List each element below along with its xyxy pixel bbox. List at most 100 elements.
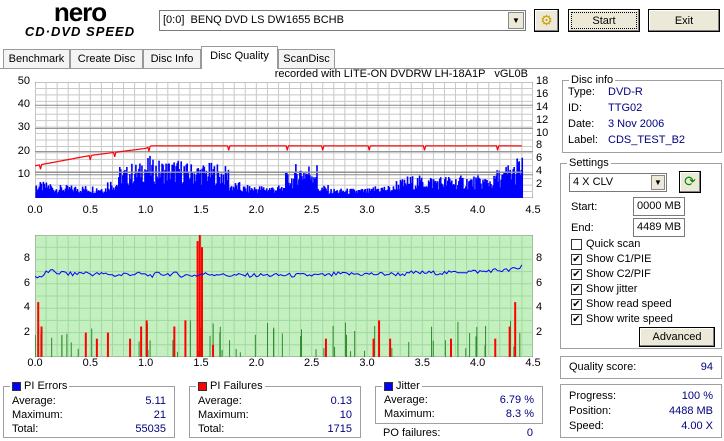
x-tick-label: 0.0 (27, 204, 43, 216)
pi-error-bar (200, 184, 203, 198)
pi-error-bar (125, 170, 127, 198)
checkbox-show-read-speed[interactable]: ✔ Show read speed (571, 298, 672, 310)
chevron-down-icon[interactable]: ▼ (651, 175, 665, 190)
checkbox-box[interactable]: ✔ (571, 283, 582, 295)
pi-error-bar (339, 189, 341, 198)
pi-error-bar (373, 190, 376, 198)
drive-settings-button[interactable]: ⚙ (534, 9, 559, 32)
pi-error-bar (143, 182, 145, 198)
pi-error-bar (481, 188, 483, 198)
pi-error-bar (462, 177, 464, 198)
tab-create-disc[interactable]: Create Disc (70, 49, 143, 68)
pi-error-bar (417, 185, 420, 198)
checkbox-box[interactable]: ✔ (571, 298, 582, 310)
checkbox-show-write-speed[interactable]: ✔ Show write speed (571, 313, 673, 325)
pi-error-bar (351, 189, 354, 198)
checkbox-quick-scan[interactable]: Quick scan (571, 237, 640, 251)
pi-error-bar (240, 191, 243, 198)
checkbox-show-c1-pie[interactable]: ✔ Show C1/PIE (571, 253, 652, 265)
tab-disc-quality[interactable]: Disc Quality (201, 46, 278, 69)
pi-error-bar (265, 188, 268, 198)
tab-scandisc[interactable]: ScanDisc (278, 49, 335, 68)
end-field[interactable]: 4489 MB (633, 218, 685, 237)
pi-error-bar (80, 192, 83, 198)
pi-error-bar (331, 193, 333, 198)
pi-error-bar (287, 174, 289, 198)
pi-error-bar (72, 191, 75, 198)
pi-error-bar (410, 182, 413, 198)
pi-error-bar (37, 188, 40, 198)
pi-error-bar (104, 188, 107, 198)
y2-tick-label: 2 (536, 178, 543, 191)
pi-failure-bar (95, 338, 98, 357)
pi-error-bar (170, 173, 172, 198)
pi-error-bar (140, 177, 142, 198)
refresh-button[interactable]: ⟳ (679, 171, 701, 193)
pi-error-bar (71, 189, 74, 198)
pi-error-bar (369, 191, 372, 198)
pi-error-bar (460, 175, 462, 198)
pi-error-bar (83, 189, 86, 198)
pi-error-bar (290, 183, 292, 198)
pi-failure-bar (196, 241, 199, 357)
checkbox-box[interactable] (571, 238, 582, 250)
checkbox-box[interactable]: ✔ (571, 313, 582, 325)
x-tick-label: 3.0 (359, 204, 375, 216)
pi-error-bar (312, 182, 314, 198)
start-button[interactable]: Start (568, 9, 640, 32)
pi-error-bar (163, 183, 165, 198)
pi-error-bar (466, 179, 468, 198)
pi-error-bar (61, 190, 64, 198)
pi-error-bar (403, 179, 406, 198)
pi-error-bar (470, 179, 472, 198)
checkbox-box[interactable]: ✔ (571, 268, 582, 280)
pi-error-bar (487, 182, 489, 198)
pi-error-bar (152, 159, 154, 198)
checkbox-show-jitter[interactable]: ✔ Show jitter (571, 283, 638, 295)
pi-error-bar (285, 172, 287, 198)
pi-error-bar (269, 190, 272, 198)
po-failures-value: 0 (526, 427, 533, 439)
y2-tick-label: 12 (536, 113, 549, 126)
pi-error-bar (203, 166, 206, 198)
pi-error-bar (358, 189, 361, 198)
pi-failure-bar (324, 338, 327, 357)
pi-error-bar (62, 189, 65, 198)
pi-error-bar (118, 177, 120, 198)
y-tick-label: 20 (17, 144, 30, 157)
exit-button[interactable]: Exit (648, 9, 720, 32)
pi-error-bar (516, 158, 519, 198)
drive-select[interactable]: [0:0] BENQ DVD LS DW1655 BCHB ▼ (159, 10, 526, 31)
pi-failure-bar (508, 326, 511, 357)
pi-error-bar (457, 185, 459, 198)
pi-error-bar (227, 169, 230, 198)
pi-error-bar (352, 188, 355, 198)
pi-error-bar (333, 188, 335, 198)
read-speed-line (35, 145, 522, 170)
pi-failure-bar (201, 247, 203, 357)
pi-error-bar (46, 187, 49, 198)
tab-benchmark[interactable]: Benchmark (3, 49, 70, 68)
checkbox-box[interactable]: ✔ (571, 253, 582, 265)
pi-error-bar (76, 189, 79, 198)
pi-error-bar (490, 184, 492, 198)
tab-disc-info[interactable]: Disc Info (143, 49, 201, 68)
pi-error-bar (91, 186, 94, 198)
pi-error-bar (109, 181, 112, 198)
pi-error-bar (340, 188, 342, 198)
pi-error-bar (202, 165, 205, 198)
speed-select[interactable]: 4 X CLV ▼ (569, 173, 667, 192)
pi-error-bar (231, 190, 234, 198)
pi-error-bar (101, 191, 104, 198)
pi-error-bar (337, 193, 339, 198)
pi-error-bar (428, 181, 431, 198)
pi-error-bar (51, 187, 54, 198)
checkbox-show-c2-pif[interactable]: ✔ Show C2/PIF (571, 268, 651, 280)
advanced-button[interactable]: Advanced (639, 327, 715, 347)
chevron-down-icon[interactable]: ▼ (508, 12, 524, 29)
jitter-line (35, 264, 523, 279)
start-field[interactable]: 0000 MB (633, 197, 685, 216)
pi-error-bar (415, 188, 418, 198)
y-tick-label: 8 (23, 252, 30, 265)
pi-error-bar (314, 178, 316, 198)
